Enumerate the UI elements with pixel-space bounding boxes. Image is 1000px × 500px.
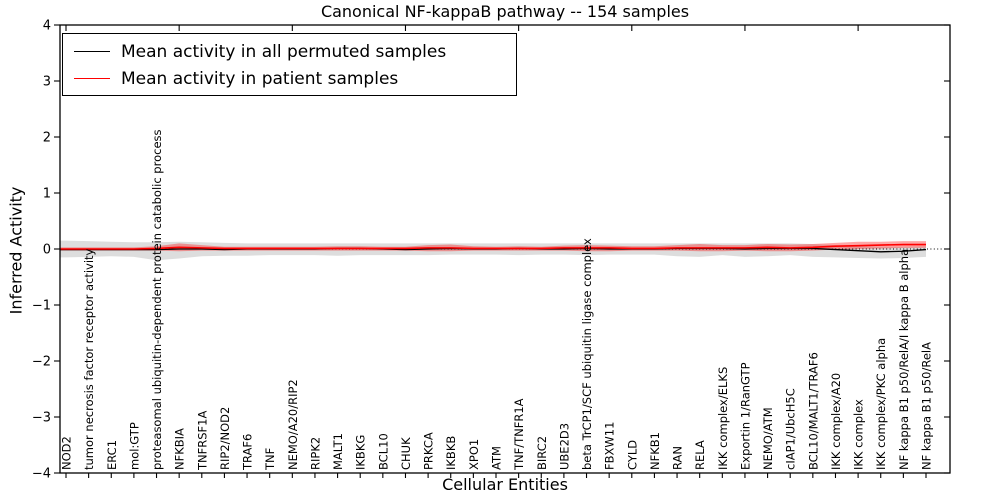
y-tick-label: 4 xyxy=(43,19,51,34)
x-tick-label: proteasomal ubiquitin-dependent protein … xyxy=(150,129,164,470)
y-tick-label: −1 xyxy=(32,299,51,314)
legend-line-black xyxy=(74,51,110,52)
x-tick-label: MALT1 xyxy=(331,433,345,470)
legend-entry-patient: Mean activity in patient samples xyxy=(63,65,516,92)
x-tick-label: BCL10 xyxy=(376,433,390,470)
x-tick-label: FBXW11 xyxy=(603,422,617,470)
legend-label: Mean activity in patient samples xyxy=(121,68,399,89)
x-tick-label: BCL10/MALT1/TRAF6 xyxy=(806,352,820,470)
y-tick-labels: 4 3 2 1 0 −1 −2 −3 −4 xyxy=(32,19,51,482)
x-tick-label: tumor necrosis factor receptor activity xyxy=(82,248,96,470)
series-line-1 xyxy=(60,243,926,250)
x-tick-label: IKK complex/PKC alpha xyxy=(874,338,888,470)
chart-title: Canonical NF-kappaB pathway -- 154 sampl… xyxy=(320,2,690,21)
x-tick-label: XPO1 xyxy=(467,439,481,470)
y-tick-label: −3 xyxy=(32,411,51,426)
x-tick-label: RIPK2 xyxy=(308,437,322,470)
y-tick-label: 1 xyxy=(43,187,51,202)
y-tick-label: −2 xyxy=(32,355,51,370)
x-tick-label: IKK complex xyxy=(852,399,866,470)
x-tick-label: UBE2D3 xyxy=(557,423,571,470)
plot-area xyxy=(60,240,950,261)
x-tick-label: IKK complex/A20 xyxy=(829,373,843,470)
y-tick-label: −4 xyxy=(32,467,51,482)
x-tick-label: RELA xyxy=(693,440,707,470)
x-tick-label: TRAF6 xyxy=(241,434,255,471)
x-tick-labels: NOD2 tumor necrosis factor receptor activ… xyxy=(60,129,934,471)
x-tick-label: ERC1 xyxy=(105,440,119,470)
y-tick-label: 2 xyxy=(43,131,51,146)
legend: Mean activity in all permuted samples Me… xyxy=(62,33,517,96)
x-tick-label: NOD2 xyxy=(60,436,74,470)
y-tick-label: 3 xyxy=(43,75,51,90)
x-tick-label: IKBKB xyxy=(444,436,458,470)
y-axis-label: Inferred Activity xyxy=(6,186,26,315)
x-tick-label: NF kappa B1 p50/RelA/I kappa B alpha xyxy=(897,249,911,470)
legend-entry-permuted: Mean activity in all permuted samples xyxy=(63,38,516,65)
x-tick-label: BIRC2 xyxy=(535,436,549,470)
x-tick-label: mol:GTP xyxy=(127,422,141,470)
x-tick-label: CYLD xyxy=(625,440,639,470)
x-tick-label: NFKB1 xyxy=(648,432,662,470)
x-tick-label: NF kappa B1 p50/RelA xyxy=(920,342,934,470)
legend-line-red xyxy=(74,78,110,79)
x-tick-label: PRKCA xyxy=(422,432,436,470)
tick-marks xyxy=(54,24,950,478)
x-tick-label: IKBKG xyxy=(354,435,368,470)
legend-label: Mean activity in all permuted samples xyxy=(121,41,447,62)
x-tick-label: NFKBIA xyxy=(173,428,187,470)
x-tick-label: TNF/TNFR1A xyxy=(512,398,526,471)
x-tick-label: NEMO/ATM xyxy=(761,407,775,470)
x-tick-label: TNF xyxy=(263,448,277,471)
band-permuted-range xyxy=(60,240,926,261)
x-axis-label: Cellular Entities xyxy=(442,475,568,494)
x-tick-label: beta TrCP1/SCF ubiquitin ligase complex xyxy=(580,238,594,470)
x-tick-label: TNFRSF1A xyxy=(195,411,209,471)
x-tick-label: RAN xyxy=(671,446,685,470)
x-tick-label: CHUK xyxy=(399,437,413,470)
x-tick-label: IKK complex/ELKS xyxy=(716,367,730,470)
x-tick-label: RIP2/NOD2 xyxy=(218,407,232,470)
x-tick-label: NEMO/A20/RIP2 xyxy=(286,379,300,470)
x-tick-label: cIAP1/UbcH5C xyxy=(784,388,798,470)
y-tick-label: 0 xyxy=(43,243,51,258)
x-tick-label: Exportin 1/RanGTP xyxy=(738,362,752,470)
x-tick-label: ATM xyxy=(490,446,504,470)
